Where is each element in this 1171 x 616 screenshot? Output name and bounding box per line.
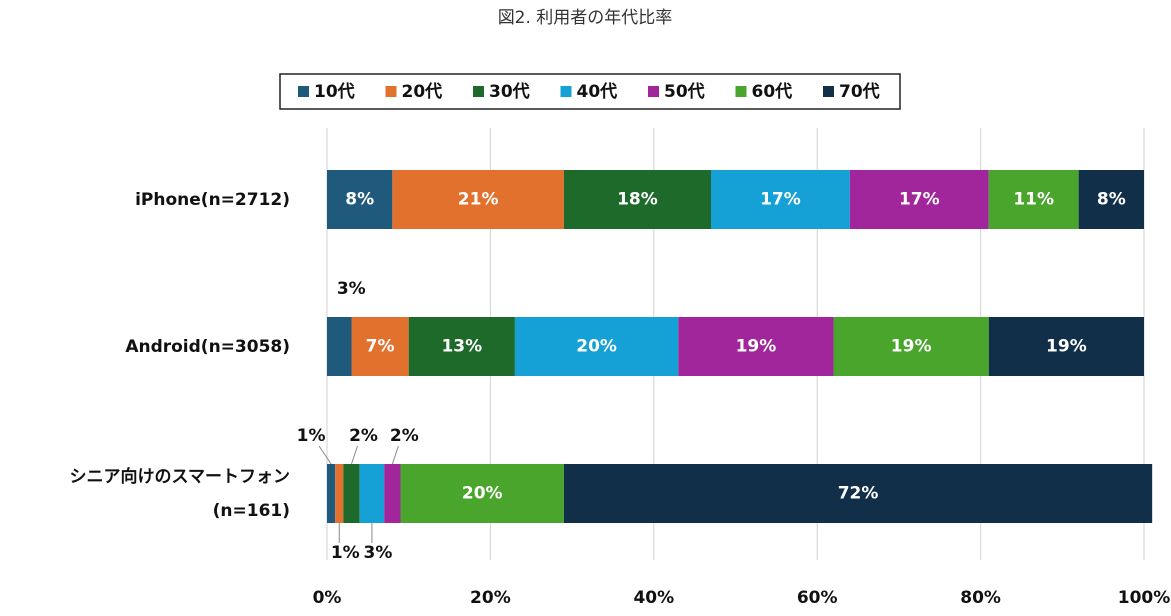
bar-segment bbox=[335, 464, 344, 523]
category-label: シニア向けのスマートフォン (n=161) bbox=[69, 466, 291, 521]
bar-segment bbox=[351, 317, 409, 376]
legend-swatch bbox=[385, 86, 397, 97]
legend-label: 10代 bbox=[314, 81, 355, 102]
bar-segment bbox=[710, 170, 850, 229]
data-label: 3% bbox=[337, 279, 366, 299]
legend-swatch bbox=[298, 86, 309, 97]
data-label: 13% bbox=[441, 337, 482, 357]
data-label: 19% bbox=[891, 337, 932, 357]
data-label: 8% bbox=[1097, 190, 1126, 210]
legend-box bbox=[279, 73, 901, 110]
bar-segment bbox=[327, 170, 393, 229]
bar-segment bbox=[327, 317, 352, 376]
bar-segment bbox=[678, 317, 834, 376]
x-tick-label: 60% bbox=[797, 588, 838, 608]
bar-segment bbox=[514, 317, 679, 376]
data-label: 3% bbox=[363, 543, 392, 563]
x-tick-label: 0% bbox=[313, 588, 342, 608]
data-label: 1% bbox=[331, 543, 360, 563]
data-label: 20% bbox=[462, 484, 503, 504]
legend-label: 40代 bbox=[577, 81, 618, 102]
bar-segment bbox=[1078, 170, 1144, 229]
legend-label: 30代 bbox=[489, 81, 530, 102]
data-label: 19% bbox=[1046, 337, 1087, 357]
bar-segment bbox=[384, 464, 401, 523]
data-label: 21% bbox=[458, 190, 499, 210]
data-label: 2% bbox=[390, 426, 419, 446]
x-tick-label: 100% bbox=[1118, 588, 1171, 608]
data-label: 72% bbox=[838, 484, 879, 504]
data-label: 18% bbox=[617, 190, 658, 210]
bar-segment bbox=[400, 464, 564, 523]
data-label: 17% bbox=[899, 190, 940, 210]
x-tick-label: 20% bbox=[470, 588, 511, 608]
data-label: 1% bbox=[297, 426, 326, 446]
legend-label: 70代 bbox=[839, 81, 880, 102]
bar-segment bbox=[343, 464, 360, 523]
bar-segment bbox=[392, 170, 564, 229]
bar-segment bbox=[408, 317, 515, 376]
data-label: 19% bbox=[736, 337, 777, 357]
leader-line bbox=[391, 445, 399, 465]
bar-segment bbox=[359, 464, 385, 523]
legend-label: 20代 bbox=[402, 81, 443, 102]
x-tick-label: 40% bbox=[633, 588, 674, 608]
legend-label: 50代 bbox=[664, 81, 705, 102]
data-label: 7% bbox=[366, 337, 395, 357]
category-label: iPhone(n=2712) bbox=[135, 189, 290, 210]
bar-segment bbox=[849, 170, 989, 229]
chart-title: 図2. 利用者の年代比率 bbox=[498, 8, 673, 28]
legend-swatch bbox=[560, 86, 572, 97]
data-label: 17% bbox=[760, 190, 801, 210]
bar-segment bbox=[563, 464, 1153, 523]
leader-line bbox=[318, 445, 332, 465]
legend-swatch bbox=[823, 86, 834, 97]
legend-label: 60代 bbox=[752, 81, 793, 102]
bar-segment bbox=[327, 464, 336, 523]
data-label: 2% bbox=[349, 426, 378, 446]
legend-swatch bbox=[735, 86, 747, 97]
bar-segment bbox=[563, 170, 711, 229]
bar-segment bbox=[988, 170, 1079, 229]
legend-swatch bbox=[473, 86, 484, 97]
category-label: Android(n=3058) bbox=[125, 336, 290, 357]
bar-segment bbox=[833, 317, 989, 376]
x-tick-label: 80% bbox=[960, 588, 1001, 608]
legend-swatch bbox=[648, 86, 659, 97]
data-label: 8% bbox=[345, 190, 374, 210]
leader-line bbox=[351, 445, 358, 465]
data-label: 11% bbox=[1013, 190, 1054, 210]
bar-segment bbox=[988, 317, 1144, 376]
data-label: 20% bbox=[576, 337, 617, 357]
